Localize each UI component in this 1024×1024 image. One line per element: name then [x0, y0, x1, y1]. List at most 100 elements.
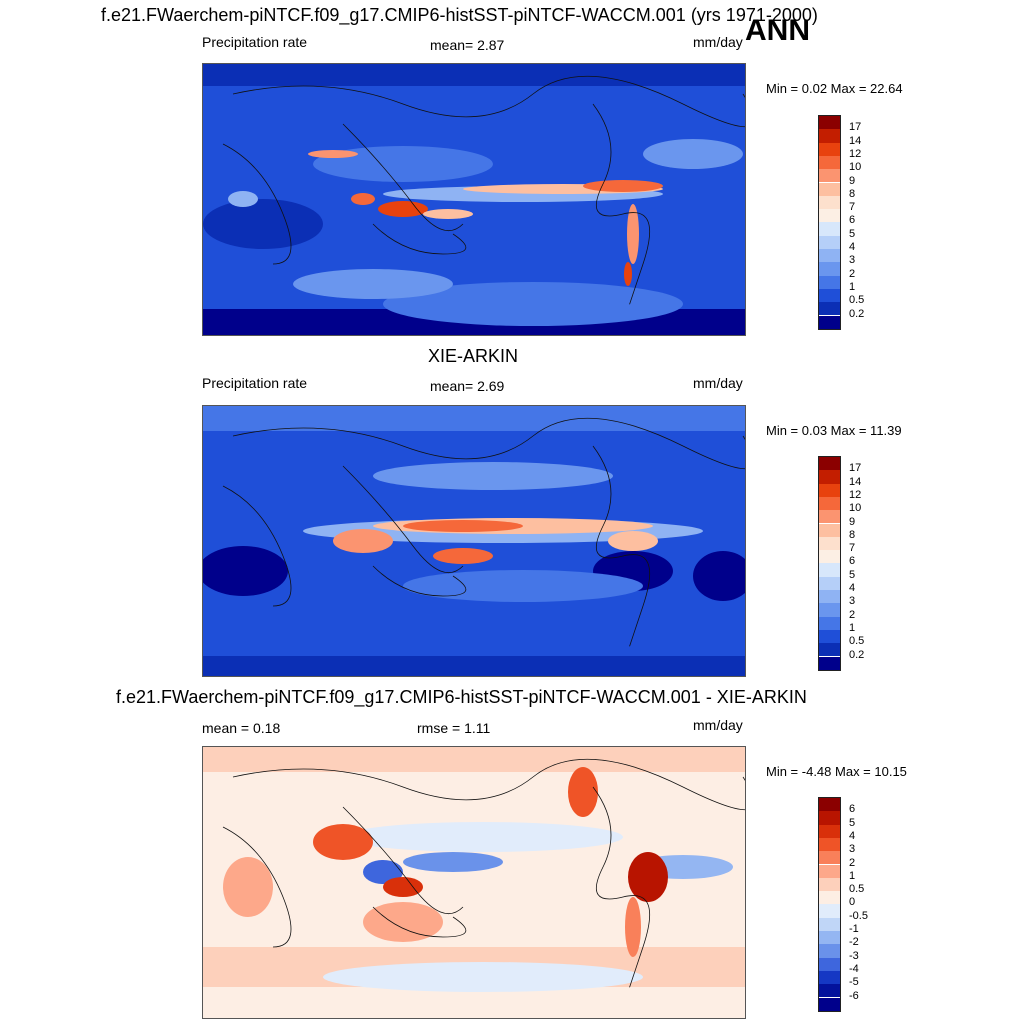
- colorbar-swatch: [819, 457, 840, 471]
- colorbar-tick-label: 7: [849, 542, 856, 555]
- colorbar-swatch: [819, 116, 840, 130]
- panel2-title: XIE-ARKIN: [428, 346, 519, 366]
- colorbar-swatch: [819, 590, 840, 604]
- colorbar-swatch: [819, 142, 840, 156]
- colorbar-tick-label: 6: [849, 555, 856, 568]
- colorbar-swatch: [819, 891, 840, 905]
- colorbar-tick-label: 6: [849, 214, 856, 227]
- colorbar-tick-label: -3: [849, 949, 859, 962]
- colorbar-tick-label: 3: [849, 843, 856, 856]
- colorbar-swatch: [819, 603, 840, 617]
- colorbar-swatch: [819, 917, 840, 931]
- colorbar-swatch: [819, 877, 840, 892]
- colorbar-swatch: [819, 182, 840, 196]
- colorbar-tick-label: 14: [849, 475, 862, 488]
- colorbar-tick-label: 1: [849, 621, 856, 634]
- colorbar-tick-label: 5: [849, 816, 856, 829]
- colorbar-swatch: [819, 970, 840, 985]
- colorbar-swatch: [819, 169, 840, 183]
- colorbar-tick-label: -2: [849, 936, 859, 949]
- colorbar-tick-label: -5: [849, 976, 859, 989]
- colorbar-tick-label: 1: [849, 280, 856, 293]
- colorbar-tick-label: 17: [849, 121, 862, 134]
- colorbar-swatch: [819, 249, 840, 263]
- colorbar-tick-label: 5: [849, 227, 856, 240]
- panel2-mean-label: mean= 2.69: [430, 378, 505, 394]
- panel3-mean-label: mean = 0.18: [202, 720, 281, 736]
- colorbar-tick-label: 6: [849, 803, 856, 816]
- season-label: ANN: [745, 14, 810, 47]
- colorbar-swatch: [819, 155, 840, 170]
- colorbar-swatch: [819, 235, 840, 249]
- colorbar-tick-label: 0.5: [849, 883, 865, 896]
- colorbar-swatch: [819, 957, 840, 971]
- colorbar-tick-label: 12: [849, 147, 862, 160]
- panel1-minmax: Min = 0.02 Max = 22.64: [766, 81, 903, 96]
- colorbar-tick-label: -4: [849, 962, 859, 975]
- colorbar-swatch: [819, 129, 840, 143]
- panel1-units-label: mm/day: [693, 34, 743, 50]
- colorbar-tick-label: 0.2: [849, 648, 865, 661]
- panel3-map: [202, 746, 746, 1019]
- colorbar-swatch: [819, 563, 840, 577]
- colorbar-tick-label: 8: [849, 528, 856, 541]
- colorbar-swatch: [819, 195, 840, 210]
- colorbar-tick-label: 1: [849, 869, 856, 882]
- colorbar-swatch: [819, 984, 840, 998]
- panel1-map-field: [203, 64, 745, 335]
- main-title: f.e21.FWaerchem-piNTCF.f09_g17.CMIP6-his…: [101, 5, 818, 25]
- colorbar-tick-label: 14: [849, 134, 862, 147]
- colorbar-swatch: [819, 616, 840, 630]
- colorbar-tick-label: 17: [849, 462, 862, 475]
- colorbar-swatch: [819, 997, 840, 1011]
- colorbar-tick-label: 9: [849, 515, 856, 528]
- colorbar-tick-label: 10: [849, 161, 862, 174]
- colorbar-swatch: [819, 209, 840, 223]
- colorbar-swatch: [819, 483, 840, 497]
- panel3-rmse-label: rmse = 1.11: [417, 720, 491, 736]
- colorbar-swatch: [819, 656, 840, 670]
- colorbar-tick-label: 2: [849, 267, 856, 280]
- colorbar-tick-label: 12: [849, 488, 862, 501]
- colorbar-swatch: [819, 904, 840, 918]
- panel1-mean-label: mean= 2.87: [430, 37, 505, 53]
- colorbar-swatch: [819, 798, 840, 812]
- colorbar-tick-label: -1: [849, 923, 859, 935]
- colorbar-swatch: [819, 315, 840, 329]
- panel1-colorbar-swatches: [818, 115, 841, 330]
- panel2-map-field: [203, 406, 745, 676]
- panel1-map: [202, 63, 746, 336]
- panel2-colorbar-swatches: [818, 456, 841, 671]
- colorbar-tick-label: 10: [849, 502, 862, 515]
- colorbar-tick-label: 0.5: [849, 294, 865, 307]
- colorbar-tick-label: 2: [849, 856, 856, 869]
- colorbar-swatch: [819, 275, 840, 289]
- colorbar-tick-label: 3: [849, 254, 856, 267]
- colorbar-tick-label: 3: [849, 595, 856, 608]
- colorbar-swatch: [819, 288, 840, 303]
- colorbar-swatch: [819, 550, 840, 564]
- colorbar-tick-label: 4: [849, 582, 856, 594]
- colorbar-swatch: [819, 851, 840, 865]
- colorbar-tick-label: 0.2: [849, 307, 865, 320]
- colorbar-swatch: [819, 824, 840, 838]
- colorbar-tick-label: -0.5: [849, 909, 868, 922]
- colorbar-swatch: [819, 510, 840, 524]
- colorbar-tick-label: 0.5: [849, 635, 865, 648]
- panel2-map: [202, 405, 746, 677]
- colorbar-swatch: [819, 470, 840, 484]
- panel1-variable-label: Precipitation rate: [202, 34, 308, 50]
- colorbar-swatch: [819, 811, 840, 825]
- panel2-minmax: Min = 0.03 Max = 11.39: [766, 423, 902, 438]
- colorbar-tick-label: 8: [849, 187, 856, 200]
- panel2-variable-label: Precipitation rate: [202, 375, 308, 391]
- colorbar-swatch: [819, 629, 840, 644]
- colorbar-tick-label: 7: [849, 201, 856, 214]
- panel3-colorbar-swatches: [818, 797, 841, 1012]
- colorbar-tick-label: 0: [849, 896, 856, 909]
- panel2-units-label: mm/day: [693, 375, 743, 391]
- colorbar-tick-label: 2: [849, 608, 856, 621]
- colorbar-swatch: [819, 523, 840, 537]
- colorbar-swatch: [819, 302, 840, 316]
- colorbar-swatch: [819, 222, 840, 236]
